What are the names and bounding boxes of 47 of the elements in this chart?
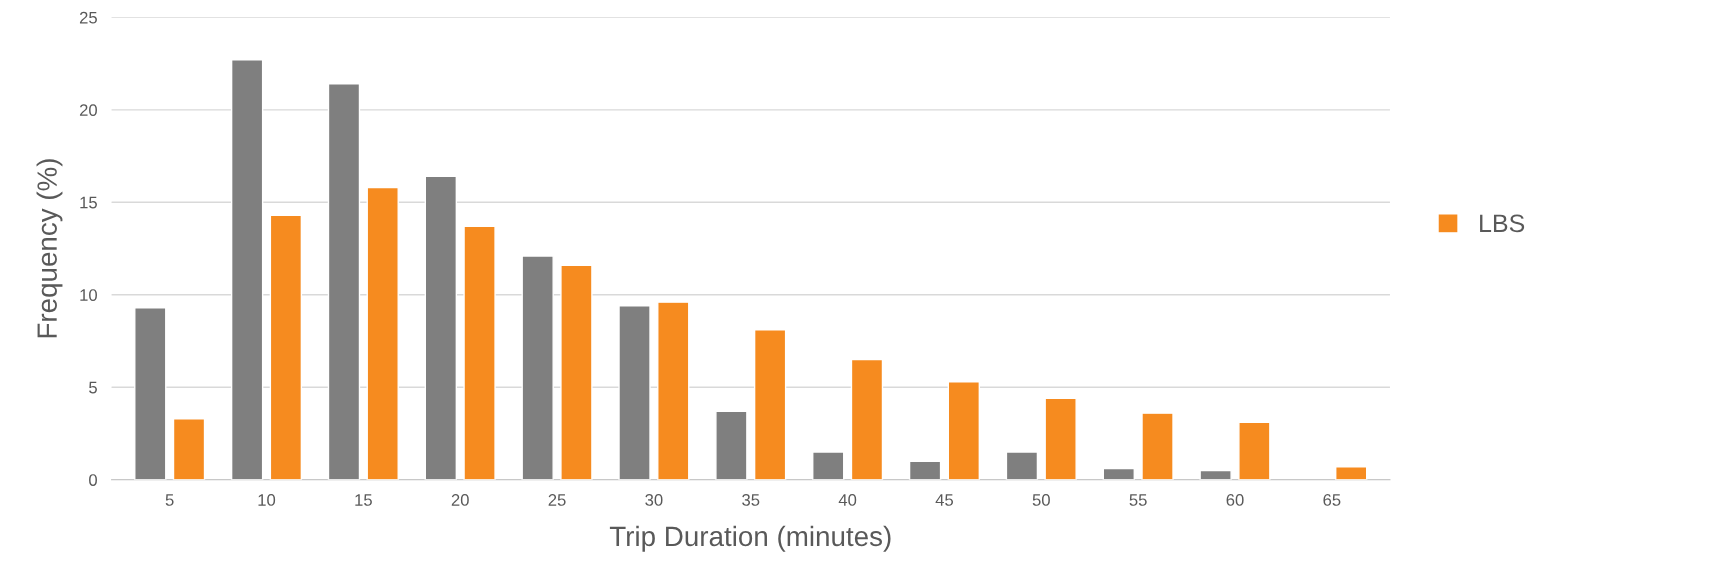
x-tick-label: 40	[838, 494, 857, 506]
bar	[424, 175, 458, 480]
bar	[230, 59, 264, 480]
bar	[850, 358, 884, 480]
x-tick-label: 50	[1032, 494, 1050, 506]
x-tick-label: 25	[548, 494, 566, 506]
bar	[1199, 469, 1232, 480]
x-tick-label: 20	[451, 494, 469, 506]
y-tick-label: 0	[89, 474, 97, 486]
y-tick-label: 15	[80, 196, 97, 209]
bar	[1102, 467, 1135, 480]
x-tick-label: 55	[1129, 494, 1147, 506]
x-axis-title: Trip Duration (minutes)	[609, 525, 891, 552]
bar	[1335, 466, 1368, 480]
bar	[1141, 412, 1174, 480]
bar	[327, 83, 361, 480]
bar	[618, 305, 651, 480]
bar	[1005, 451, 1039, 480]
bar	[715, 410, 748, 480]
y-axis-title: Frequency (%)	[36, 159, 63, 338]
x-tick-label: 45	[935, 494, 954, 506]
x-tick-label: 15	[355, 494, 372, 506]
x-tick-label: 10	[258, 494, 276, 506]
x-tick-label: 35	[742, 494, 760, 506]
bar	[463, 225, 496, 480]
bar	[521, 255, 554, 480]
bar	[1238, 421, 1271, 480]
x-tick-label: 60	[1226, 494, 1244, 506]
legend-label: LBS	[1480, 214, 1525, 233]
x-tick-label: 5	[165, 494, 174, 506]
y-tick-label: 5	[89, 381, 97, 394]
bar	[366, 186, 399, 480]
x-tick-label: 30	[645, 494, 663, 506]
bar	[908, 460, 942, 480]
bar	[134, 307, 167, 480]
bar	[1044, 397, 1077, 480]
x-tick-label: 65	[1323, 494, 1341, 506]
bar	[172, 418, 206, 480]
y-tick-label: 25	[79, 11, 97, 24]
bar	[947, 381, 981, 480]
bar	[753, 329, 787, 480]
y-tick-label: 20	[79, 104, 97, 117]
bar	[657, 301, 690, 480]
y-tick-label: 10	[80, 289, 97, 301]
bar	[269, 214, 303, 480]
bar	[560, 264, 593, 480]
bar	[812, 451, 845, 480]
